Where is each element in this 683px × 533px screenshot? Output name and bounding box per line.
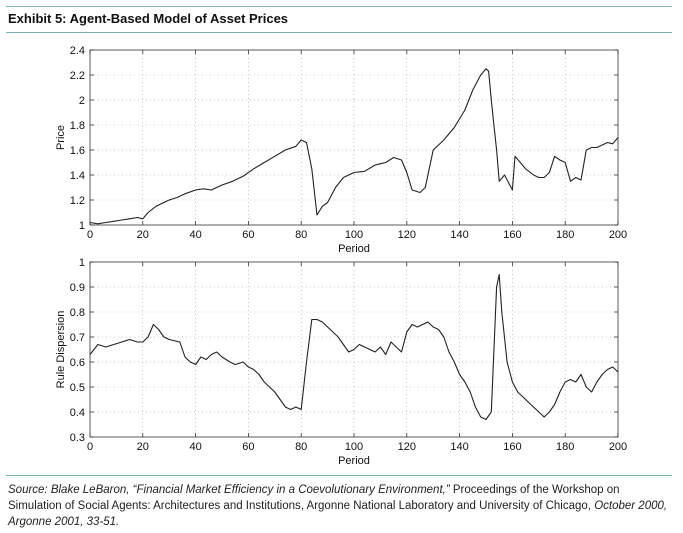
- price-xtick-label: 120: [398, 229, 416, 241]
- price-y-axis-label: Price: [55, 125, 67, 150]
- dispersion-xtick-label: 0: [87, 441, 93, 453]
- dispersion-ytick-label: 1: [79, 257, 85, 269]
- price-xtick-label: 160: [503, 229, 521, 241]
- exhibit-title: Exhibit 5: Agent-Based Model of Asset Pr…: [8, 11, 289, 26]
- price-ytick-label: 1.8: [70, 120, 85, 132]
- dispersion-y-axis-label: Rule Dispersion: [55, 311, 67, 389]
- dispersion-ytick-label: 0.9: [70, 282, 85, 294]
- dispersion-xtick-label: 100: [345, 441, 363, 453]
- dispersion-xtick-label: 160: [503, 441, 521, 453]
- dispersion-xtick-label: 140: [450, 441, 468, 453]
- source-suffix: October 2000, Argonne 2001, 33-51.: [8, 500, 668, 528]
- price-chart: 0 20 40 60 80 100 120 140 160 180 200 1 1.2 1.4 1.6 1.8…: [55, 45, 627, 255]
- price-xtick-label: 100: [345, 229, 363, 241]
- dispersion-xtick-label: 60: [242, 441, 254, 453]
- dispersion-ytick-label: 0.8: [70, 307, 85, 319]
- price-xtick-label: 140: [450, 229, 468, 241]
- price-xtick-label: 180: [556, 229, 574, 241]
- price-x-axis-label: Period: [338, 243, 370, 255]
- price-plot-frame: [89, 49, 619, 226]
- dispersion-series-line: [89, 273, 619, 421]
- price-ytick-label: 2.4: [70, 45, 85, 57]
- dispersion-x-axis-label: Period: [338, 455, 370, 467]
- title-rule: [6, 32, 672, 33]
- source-note: Source: Blake LeBaron, “Financial Market…: [8, 482, 674, 530]
- price-ytick-label: 1.6: [70, 145, 85, 157]
- dispersion-xtick-label: 120: [398, 441, 416, 453]
- price-xtick-label: 0: [87, 229, 93, 241]
- price-series-line: [89, 68, 619, 225]
- dispersion-xtick-label: 20: [137, 441, 149, 453]
- dispersion-xtick-label: 80: [295, 441, 307, 453]
- dispersion-ytick-label: 0.5: [70, 382, 85, 394]
- dispersion-xtick-label: 200: [609, 441, 627, 453]
- price-xtick-label: 40: [189, 229, 201, 241]
- price-xtick-label: 200: [609, 229, 627, 241]
- charts-canvas: 0 20 40 60 80 100 120 140 160 180 20011.21.41.61.8…: [55, 45, 627, 467]
- price-xtick-label: 80: [295, 229, 307, 241]
- source-prefix: Source: Blake LeBaron, “Financial Market…: [8, 484, 450, 496]
- price-ytick-label: 1: [79, 220, 85, 232]
- dispersion-ytick-label: 0.7: [70, 332, 85, 344]
- dispersion-chart: 0 20 40 60 80 100 120 140 160 180 200 0.3 0.4 0.5 0.6 0…: [55, 257, 627, 467]
- dispersion-ytick-label: 0.6: [70, 357, 85, 369]
- dispersion-xtick-label: 180: [556, 441, 574, 453]
- source-middle: Proceedings of the Workshop on Simulatio…: [8, 484, 620, 512]
- source-rule: [6, 475, 672, 476]
- price-xtick-label: 20: [137, 229, 149, 241]
- dispersion-ytick-label: 0.3: [70, 432, 85, 444]
- dispersion-ytick-label: 0.4: [70, 407, 85, 419]
- price-ytick-label: 1.2: [70, 195, 85, 207]
- price-ytick-label: 1.4: [70, 170, 85, 182]
- dispersion-xtick-label: 40: [189, 441, 201, 453]
- top-rule: [6, 6, 672, 7]
- price-ytick-label: 2: [79, 95, 85, 107]
- price-xtick-label: 60: [242, 229, 254, 241]
- price-ytick-label: 2.2: [70, 70, 85, 82]
